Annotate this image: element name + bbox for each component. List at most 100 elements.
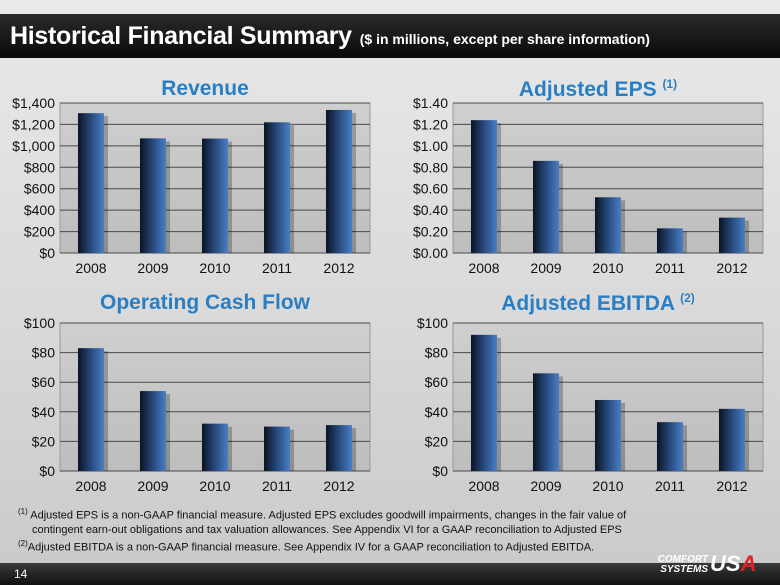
x-tick-label: 2011 bbox=[262, 478, 292, 494]
footnote-2-mark: (2) bbox=[18, 538, 28, 548]
x-tick-label: 2008 bbox=[75, 478, 106, 494]
y-tick-label: $200 bbox=[24, 224, 55, 240]
x-tick-label: 2010 bbox=[592, 260, 623, 276]
chart-title-note: (2) bbox=[680, 291, 695, 305]
x-tick-label: 2012 bbox=[323, 260, 354, 276]
bar-2011 bbox=[656, 422, 684, 471]
footnotes: (1) Adjusted EPS is a non-GAAP financial… bbox=[18, 505, 658, 554]
y-tick-label: $100 bbox=[24, 315, 55, 331]
bar-2011 bbox=[656, 228, 684, 253]
x-tick-label: 2008 bbox=[468, 260, 499, 276]
y-tick-label: $0.60 bbox=[413, 181, 448, 197]
logo-line1: COMFORT bbox=[657, 554, 708, 565]
y-tick-label: $20 bbox=[425, 433, 449, 449]
bar-2008 bbox=[77, 113, 105, 253]
bar-2009 bbox=[139, 391, 167, 471]
y-tick-label: $1.40 bbox=[413, 95, 448, 111]
page-number: 14 bbox=[14, 567, 28, 581]
bar-2012 bbox=[718, 217, 746, 253]
logo-words: COMFORT SYSTEMS bbox=[646, 555, 708, 575]
x-tick-label: 2009 bbox=[530, 260, 561, 276]
footnote-2: (2)Adjusted EBITDA is a non-GAAP financi… bbox=[18, 537, 658, 555]
bar-2010 bbox=[594, 197, 622, 253]
bar-2011 bbox=[263, 122, 291, 254]
chart-title-note: (1) bbox=[662, 77, 678, 91]
footer-bar: 14 bbox=[0, 563, 780, 585]
chart-title-text: Operating Cash Flow bbox=[99, 291, 311, 314]
chart-title-text: Revenue bbox=[161, 77, 249, 100]
y-tick-label: $60 bbox=[425, 374, 449, 390]
y-tick-label: $1,200 bbox=[12, 116, 55, 132]
logo-letter-u: U bbox=[710, 551, 726, 576]
x-tick-label: 2009 bbox=[530, 478, 561, 494]
bar-2012 bbox=[325, 425, 353, 471]
x-tick-label: 2012 bbox=[323, 478, 354, 494]
footnote-1-mark: (1) bbox=[18, 507, 28, 516]
chart-title-text: Adjusted EPS bbox=[518, 78, 657, 101]
y-tick-label: $1.20 bbox=[413, 116, 448, 132]
y-tick-label: $0.00 bbox=[413, 245, 448, 261]
y-tick-label: $100 bbox=[417, 315, 448, 331]
bar-2008 bbox=[77, 348, 105, 471]
bar-2012 bbox=[718, 408, 746, 471]
chart-title-eps: Adjusted EPS (1) bbox=[468, 77, 728, 102]
x-tick-label: 2008 bbox=[468, 478, 499, 494]
company-logo: COMFORT SYSTEMS USA bbox=[646, 551, 766, 580]
bar-2010 bbox=[201, 138, 229, 253]
y-tick-label: $1,000 bbox=[12, 138, 55, 154]
chart-title-text: Adjusted EBITDA bbox=[501, 292, 675, 315]
y-tick-label: $20 bbox=[32, 433, 56, 449]
x-tick-label: 2010 bbox=[592, 478, 623, 494]
y-tick-label: $0 bbox=[432, 463, 448, 479]
x-tick-label: 2012 bbox=[716, 478, 747, 494]
y-tick-label: $800 bbox=[24, 159, 55, 175]
bar-2011 bbox=[263, 426, 291, 471]
x-tick-label: 2010 bbox=[199, 260, 230, 276]
bar-2012 bbox=[325, 109, 353, 253]
y-tick-label: $60 bbox=[32, 374, 56, 390]
x-tick-label: 2009 bbox=[137, 478, 168, 494]
bar-2008 bbox=[470, 120, 498, 254]
chart-title-ebitda: Adjusted EBITDA (2) bbox=[468, 291, 728, 316]
y-tick-label: $0 bbox=[39, 245, 55, 261]
bar-2010 bbox=[594, 399, 622, 471]
bar-2009 bbox=[139, 138, 167, 253]
chart-eps: $0.00 $0.20 $0.40 $0.60 $0.80 $1.00 $1.20 $1.40… bbox=[413, 95, 764, 276]
chart-ebitda: $0 $20 $40 $60 $80 $100 2008 2009 2010 2011 2012 bbox=[417, 315, 764, 494]
x-tick-label: 2010 bbox=[199, 478, 230, 494]
y-tick-label: $40 bbox=[32, 404, 56, 420]
y-tick-label: $80 bbox=[425, 345, 449, 361]
y-tick-label: $80 bbox=[32, 345, 56, 361]
chart-title-revenue: Revenue bbox=[75, 77, 335, 101]
logo-letter-s: S bbox=[725, 551, 741, 576]
x-tick-label: 2008 bbox=[75, 260, 106, 276]
page-title: Historical Financial Summary bbox=[10, 21, 352, 50]
page-subtitle: ($ in millions, except per share informa… bbox=[359, 31, 650, 47]
logo-line2: SYSTEMS bbox=[660, 564, 708, 575]
bar-2009 bbox=[532, 160, 560, 253]
y-tick-label: $40 bbox=[425, 404, 449, 420]
x-tick-label: 2011 bbox=[655, 478, 685, 494]
footnote-2-line1: Adjusted EBITDA is a non-GAAP financial … bbox=[27, 541, 595, 554]
footnote-1: (1) Adjusted EPS is a non-GAAP financial… bbox=[18, 505, 658, 523]
y-tick-label: $0.80 bbox=[413, 159, 448, 175]
logo-letter-a: A bbox=[740, 551, 757, 576]
x-tick-label: 2011 bbox=[655, 260, 685, 276]
y-tick-label: $600 bbox=[24, 181, 55, 197]
bar-2009 bbox=[532, 373, 560, 471]
y-tick-label: $1.00 bbox=[413, 138, 448, 154]
logo-usa: USA bbox=[710, 551, 756, 577]
y-tick-label: $0 bbox=[39, 463, 55, 479]
bar-2010 bbox=[201, 423, 229, 471]
y-tick-label: $400 bbox=[24, 202, 55, 218]
footnote-1-line1: Adjusted EPS is a non-GAAP financial mea… bbox=[30, 509, 627, 522]
y-tick-label: $0.20 bbox=[413, 224, 448, 240]
x-tick-label: 2009 bbox=[137, 260, 168, 276]
chart-title-ocf: Operating Cash Flow bbox=[75, 291, 335, 315]
footnote-1-line2: contingent earn-out obligations and tax … bbox=[32, 523, 622, 536]
y-tick-label: $1,400 bbox=[12, 95, 55, 111]
chart-revenue: $0 $200 $400 $600 $800 $1,000 $1,200 $1,400 2008… bbox=[12, 95, 371, 276]
x-tick-label: 2012 bbox=[716, 260, 747, 276]
title-bar: Historical Financial Summary ($ in milli… bbox=[0, 14, 780, 58]
